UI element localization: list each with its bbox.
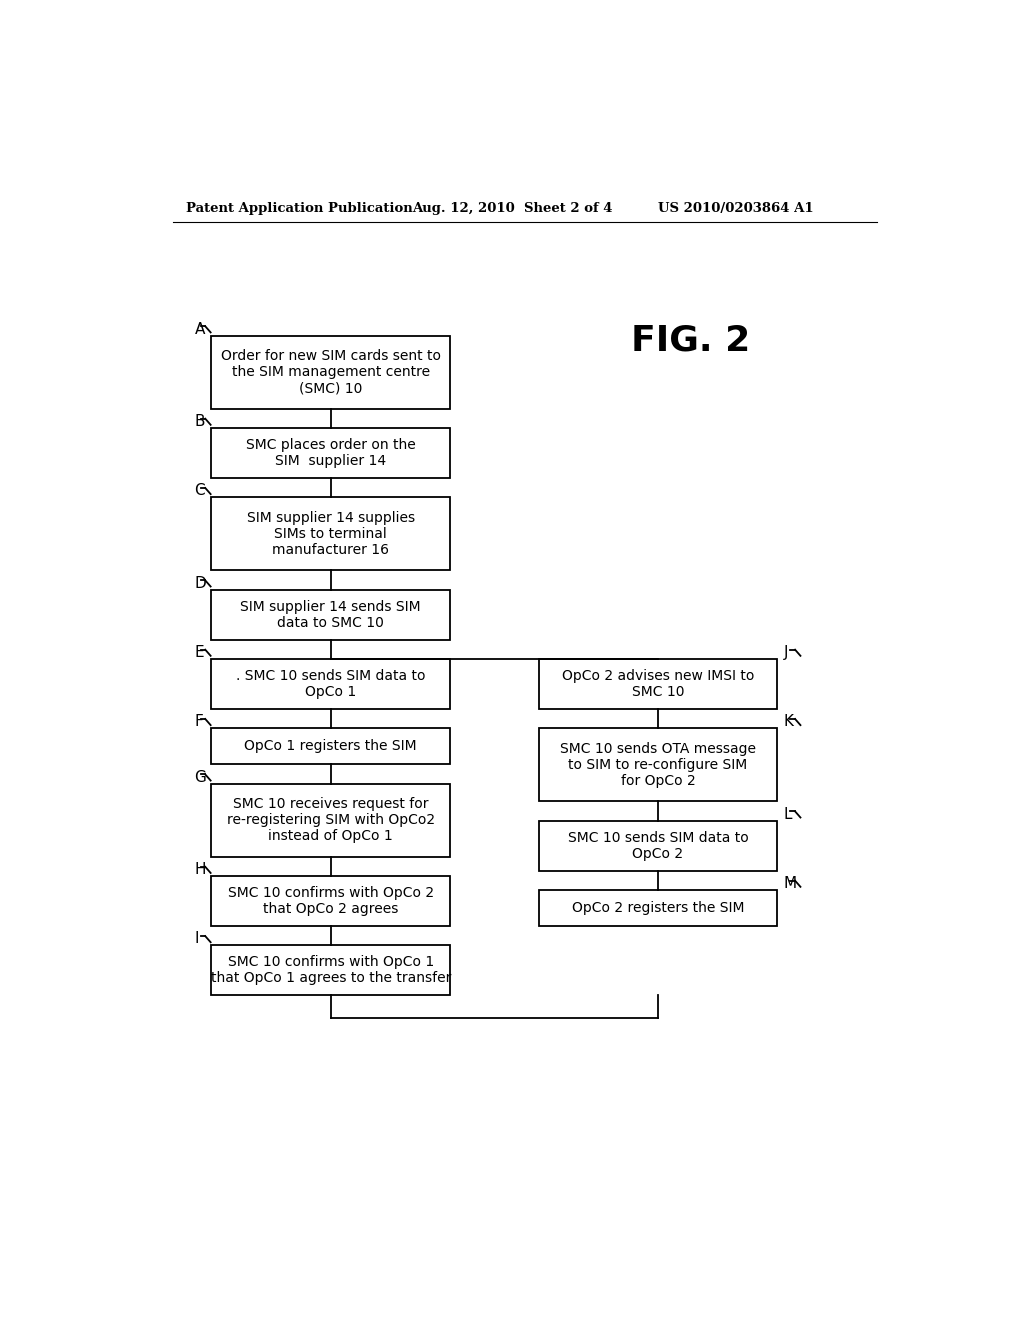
Text: G: G xyxy=(195,770,207,785)
Text: . SMC 10 sends SIM data to
OpCo 1: . SMC 10 sends SIM data to OpCo 1 xyxy=(236,669,426,700)
Bar xyxy=(211,335,451,409)
Text: E: E xyxy=(195,645,204,660)
Bar xyxy=(539,729,777,801)
Text: L: L xyxy=(783,807,792,822)
Text: SMC 10 confirms with OpCo 1
that OpCo 1 agrees to the transfer: SMC 10 confirms with OpCo 1 that OpCo 1 … xyxy=(211,956,451,986)
Text: D: D xyxy=(195,576,206,591)
Text: H: H xyxy=(195,862,206,878)
Text: US 2010/0203864 A1: US 2010/0203864 A1 xyxy=(658,202,814,215)
Bar xyxy=(211,498,451,570)
Text: F: F xyxy=(195,714,203,730)
Text: OpCo 2 registers the SIM: OpCo 2 registers the SIM xyxy=(571,902,744,915)
Text: B: B xyxy=(195,414,205,429)
Text: SMC 10 sends OTA message
to SIM to re-configure SIM
for OpCo 2: SMC 10 sends OTA message to SIM to re-co… xyxy=(560,742,756,788)
Text: SMC 10 sends SIM data to
OpCo 2: SMC 10 sends SIM data to OpCo 2 xyxy=(567,830,749,861)
Bar xyxy=(211,590,451,640)
Text: OpCo 2 advises new IMSI to
SMC 10: OpCo 2 advises new IMSI to SMC 10 xyxy=(562,669,755,700)
Text: K: K xyxy=(783,714,794,730)
Text: J: J xyxy=(783,645,788,660)
Bar xyxy=(211,876,451,927)
Text: M: M xyxy=(783,876,797,891)
Text: A: A xyxy=(195,322,205,337)
Text: SIM supplier 14 supplies
SIMs to terminal
manufacturer 16: SIM supplier 14 supplies SIMs to termina… xyxy=(247,511,415,557)
Text: I: I xyxy=(195,932,199,946)
Bar xyxy=(211,659,451,709)
Bar xyxy=(539,659,777,709)
Text: Order for new SIM cards sent to
the SIM management centre
(SMC) 10: Order for new SIM cards sent to the SIM … xyxy=(221,348,440,395)
Text: SMC 10 confirms with OpCo 2
that OpCo 2 agrees: SMC 10 confirms with OpCo 2 that OpCo 2 … xyxy=(227,886,434,916)
Text: Patent Application Publication: Patent Application Publication xyxy=(186,202,413,215)
Text: SIM supplier 14 sends SIM
data to SMC 10: SIM supplier 14 sends SIM data to SMC 10 xyxy=(241,599,421,630)
Bar xyxy=(211,729,451,764)
Text: SMC places order on the
SIM  supplier 14: SMC places order on the SIM supplier 14 xyxy=(246,438,416,469)
Bar xyxy=(211,428,451,478)
Bar xyxy=(211,784,451,857)
Text: OpCo 1 registers the SIM: OpCo 1 registers the SIM xyxy=(245,739,417,754)
Text: SMC 10 receives request for
re-registering SIM with OpCo2
instead of OpCo 1: SMC 10 receives request for re-registeri… xyxy=(226,797,435,843)
Bar xyxy=(211,945,451,995)
Text: Aug. 12, 2010  Sheet 2 of 4: Aug. 12, 2010 Sheet 2 of 4 xyxy=(412,202,612,215)
Text: C: C xyxy=(195,483,205,499)
Bar xyxy=(539,821,777,871)
Bar xyxy=(539,890,777,927)
Text: FIG. 2: FIG. 2 xyxy=(631,323,751,358)
